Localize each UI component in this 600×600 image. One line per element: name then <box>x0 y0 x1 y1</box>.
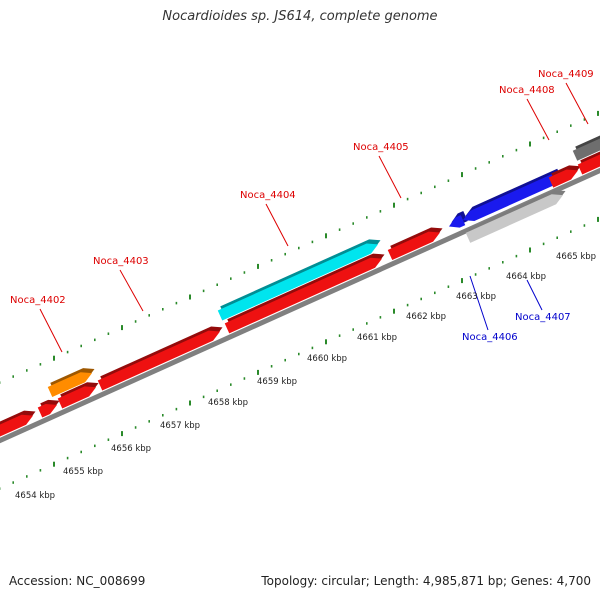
accession-text: Accession: NC_008699 <box>9 574 146 588</box>
tick-rows <box>0 110 599 490</box>
leader-line-noca-4407 <box>526 279 543 311</box>
gene-label-noca-4403: Noca_4403 <box>93 256 149 267</box>
gene-arrow-face <box>57 386 96 409</box>
scale-label: 4664 kbp <box>506 272 546 282</box>
gene-label-noca-4405: Noca_4405 <box>353 142 409 153</box>
gene-arrow-noca-4408 <box>548 165 581 188</box>
scale-label: 4655 kbp <box>63 467 103 477</box>
gene-arrow-unlabeled <box>0 410 36 437</box>
scale-label: 4656 kbp <box>111 444 151 454</box>
gene-arrow-face <box>465 194 563 243</box>
gene-arrow-face <box>217 243 378 321</box>
gene-arrow-noca-4405 <box>387 227 443 261</box>
gene-label-noca-4402: Noca_4402 <box>10 295 66 306</box>
backbone-line <box>0 167 600 444</box>
backbone-track <box>0 167 600 444</box>
gene-arrow-noca-4409 <box>572 135 600 161</box>
gene-arrow-noca-4406 <box>463 168 562 222</box>
gene-label-noca-4407: Noca_4407 <box>515 312 571 323</box>
leader-line-noca-4404 <box>265 203 289 247</box>
gene-arrow-noca-4406-small <box>449 211 468 228</box>
leader-line-noca-4408 <box>526 98 550 141</box>
gene-arrow-unlabeled <box>37 399 60 418</box>
lower-tick-row <box>0 216 599 490</box>
gene-labels: Noca_4402 Noca_4403 Noca_4404 Noca_4405 Noca… <box>10 69 594 353</box>
gene-label-noca-4406: Noca_4406 <box>462 332 518 343</box>
gene-arrow-noca-4407 <box>465 190 566 243</box>
scale-label: 4663 kbp <box>456 292 496 302</box>
scale-label: 4657 kbp <box>160 421 200 431</box>
gene-arrow-noca-4402 <box>47 368 95 398</box>
gene-arrow-unlabeled <box>224 253 385 334</box>
gene-arrow-face <box>37 403 57 418</box>
gene-arrow-face <box>463 172 560 222</box>
scale-label: 4659 kbp <box>257 377 297 387</box>
leader-line-noca-4402 <box>39 308 63 353</box>
scale-label: 4658 kbp <box>208 398 248 408</box>
gene-arrow-noca-4404 <box>217 239 381 321</box>
scale-label: 4665 kbp <box>556 252 596 262</box>
gene-arrow-face <box>47 372 92 398</box>
gene-arrow-face <box>224 257 382 334</box>
gene-arrow-face <box>387 231 440 261</box>
scale-label: 4662 kbp <box>406 312 446 322</box>
gene-arrow-face <box>548 169 578 188</box>
gene-label-noca-4408: Noca_4408 <box>499 85 555 96</box>
scale-label: 4654 kbp <box>15 491 55 501</box>
leader-line-noca-4406 <box>469 275 489 331</box>
gene-arrow-face <box>0 414 33 437</box>
gene-arrow-unlabeled <box>577 151 600 175</box>
gene-arrow-face <box>572 138 600 161</box>
map-title: Nocardioides sp. JS614, complete genome <box>162 9 438 24</box>
scale-labels: 4654 kbp 4655 kbp 4656 kbp 4657 kbp 4658 kbp… <box>15 252 596 501</box>
leader-line-noca-4409 <box>565 82 589 125</box>
topology-text: Topology: circular; Length: 4,985,871 bp… <box>261 574 591 588</box>
gene-arrow-noca-4403 <box>97 326 223 391</box>
gene-label-noca-4409: Noca_4409 <box>538 69 594 80</box>
upper-tick-row <box>0 110 599 384</box>
leader-line-noca-4403 <box>119 269 144 312</box>
scale-label: 4660 kbp <box>307 354 347 364</box>
gene-label-noca-4404: Noca_4404 <box>240 190 296 201</box>
leader-line-noca-4405 <box>378 155 402 199</box>
scale-label: 4661 kbp <box>357 333 397 343</box>
gene-arrow-face <box>449 215 466 228</box>
gene-arrow-face <box>577 154 600 175</box>
gene-arrow-face <box>97 330 220 391</box>
gene-arrows <box>0 135 600 437</box>
gene-arrow-unlabeled <box>57 382 99 409</box>
